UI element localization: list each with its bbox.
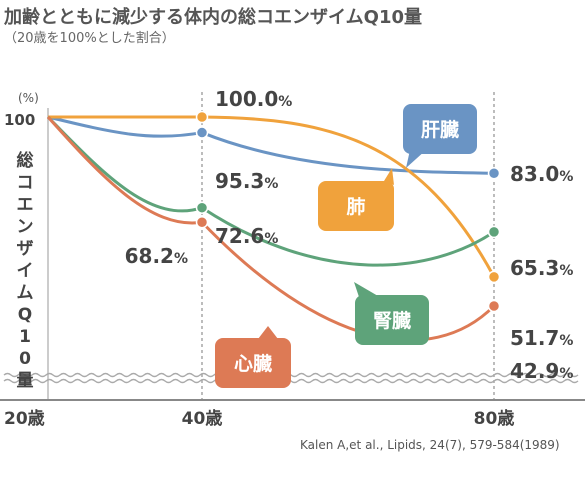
y-axis-unit: (%): [18, 91, 39, 105]
data-point-2-2: [487, 225, 501, 239]
series-line-0: [47, 115, 495, 175]
data-label-1-1: 100.0%: [215, 87, 292, 111]
legend-bubble-3: [215, 338, 291, 388]
data-label-0-2: 83.0%: [510, 162, 573, 186]
legend-label-3: 心臓: [234, 353, 272, 375]
chart-subtitle: （20歳を100%とした割合）: [4, 31, 175, 46]
chart-title: 加齢とともに減少する体内の総コエンザイムQ10量: [4, 7, 422, 28]
legend-label-2: 腎臓: [373, 310, 411, 332]
y-tick-label: 100: [4, 111, 35, 129]
axis-break-bottom: [3, 378, 579, 384]
legend-bubble-1: [318, 181, 394, 231]
series-line-1: [48, 115, 496, 278]
legend-bubble-0: [403, 104, 477, 154]
data-label-3-2: 42.9%: [510, 359, 573, 383]
data-point-3-2: [487, 299, 501, 313]
data-point-1-2: [487, 270, 501, 284]
series-line-2: [46, 115, 495, 267]
legend-label-0: 肝臓: [421, 119, 459, 141]
x-tick-label-0: 20歳: [4, 408, 45, 429]
data-point-0-1: [195, 126, 209, 139]
data-label-0-1: 95.3%: [215, 169, 278, 193]
series-line-3: [46, 115, 496, 342]
data-point-1-1: [195, 110, 209, 124]
data-point-3-1: [195, 216, 209, 229]
y-axis-label: 総コエンザイムQ10量: [16, 151, 34, 391]
legend-bubble-tail-0: [406, 150, 426, 168]
data-label-2-2: 65.3%: [510, 256, 573, 280]
legend-label-1: 肺: [346, 196, 365, 218]
legend-bubble-2: [355, 295, 429, 345]
data-label-1-2: 51.7%: [510, 326, 573, 350]
x-tick-label-2: 80歳: [474, 408, 515, 429]
citation: Kalen A,et al., Lipids, 24(7), 579-584(1…: [300, 438, 560, 452]
data-point-2-1: [195, 201, 209, 214]
data-label-2-1: 72.6%: [215, 224, 278, 248]
data-label-3-1: 68.2%: [125, 244, 188, 268]
x-tick-label-1: 40歳: [182, 408, 223, 429]
legend-bubble-tail-1: [384, 168, 394, 185]
data-point-0-2: [487, 167, 501, 180]
legend-bubble-tail-3: [258, 326, 278, 339]
